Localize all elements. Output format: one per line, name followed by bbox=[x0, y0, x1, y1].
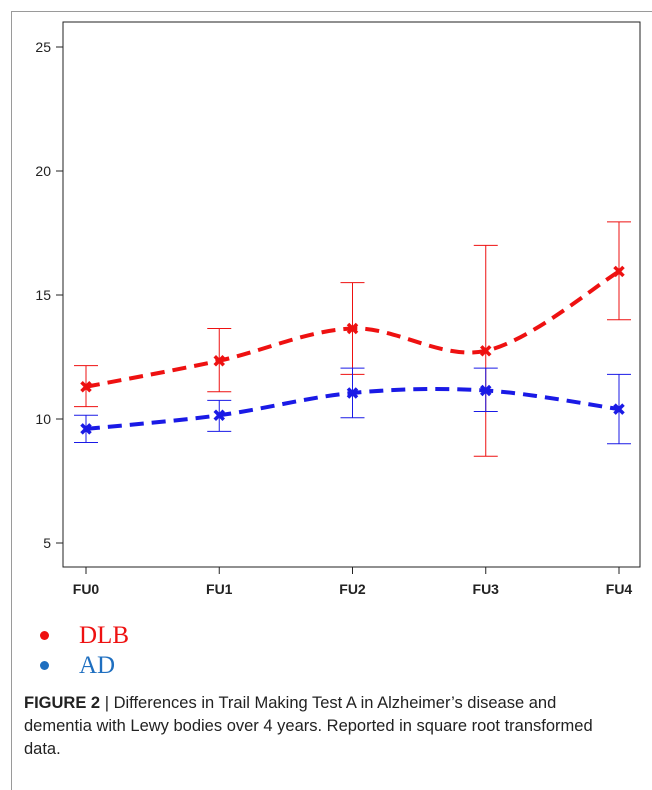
figure-label: FIGURE 2 bbox=[24, 694, 101, 712]
figure-frame bbox=[11, 11, 652, 790]
data-point-dlb bbox=[346, 322, 359, 335]
legend-item-ad: AD bbox=[40, 652, 115, 680]
data-point-ad bbox=[613, 403, 625, 415]
y-tick-label: 25 bbox=[35, 39, 51, 55]
legend-item-dlb: DLB bbox=[40, 622, 129, 650]
marker-stroke bbox=[346, 387, 359, 399]
legend-marker-ad bbox=[40, 660, 49, 670]
chart: 5 10 15 20 25 FU0 FU1 FU2 FU3 FU4 bbox=[35, 21, 641, 597]
marker-stroke bbox=[613, 403, 625, 415]
x-tick-label: FU4 bbox=[606, 581, 633, 597]
data-point-dlb bbox=[480, 345, 492, 357]
figure-caption: FIGURE 2 | Differences in Trail Making T… bbox=[24, 692, 624, 761]
x-tick-label: FU1 bbox=[206, 581, 233, 597]
x-tick-label: FU2 bbox=[339, 581, 366, 597]
marker-stroke bbox=[613, 265, 625, 278]
marker-stroke bbox=[80, 381, 92, 393]
data-point-ad bbox=[80, 423, 92, 435]
marker-stroke bbox=[480, 384, 492, 397]
marker-stroke bbox=[213, 354, 225, 367]
y-tick-label: 10 bbox=[35, 411, 51, 427]
marker-stroke bbox=[346, 322, 359, 335]
marker-stroke bbox=[213, 409, 225, 422]
y-tick-label: 20 bbox=[35, 163, 51, 179]
data-point-ad bbox=[346, 387, 359, 399]
x-tick-label: FU0 bbox=[73, 581, 100, 597]
plot-box bbox=[62, 21, 641, 568]
marker-stroke bbox=[480, 345, 492, 357]
data-point-dlb bbox=[613, 265, 625, 278]
legend-marker-dlb bbox=[40, 630, 49, 640]
data-point-ad bbox=[480, 384, 492, 397]
y-tick-label: 15 bbox=[35, 287, 51, 303]
legend-label-ad: AD bbox=[79, 652, 116, 679]
marker-stroke bbox=[80, 423, 92, 435]
y-tick-label: 5 bbox=[43, 535, 51, 551]
caption-text: Differences in Trail Making Test A in Al… bbox=[24, 694, 593, 758]
data-point-ad bbox=[213, 409, 225, 422]
caption-separator: | bbox=[100, 694, 114, 712]
data-point-dlb bbox=[213, 354, 225, 367]
data-point-dlb bbox=[80, 381, 92, 393]
x-tick-label: FU3 bbox=[473, 581, 500, 597]
legend-label-dlb: DLB bbox=[79, 622, 129, 649]
